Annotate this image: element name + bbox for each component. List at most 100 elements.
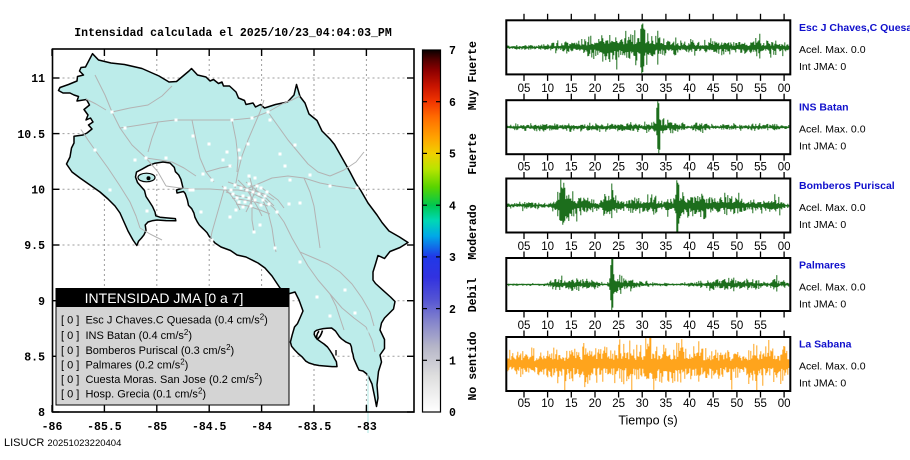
- svg-text:55: 55: [754, 162, 767, 174]
- svg-text:-84: -84: [251, 421, 272, 434]
- svg-text:4: 4: [449, 200, 456, 213]
- svg-text:30: 30: [636, 162, 649, 174]
- svg-text:9: 9: [38, 296, 45, 309]
- svg-text:Debil: Debil: [467, 278, 480, 313]
- svg-text:00: 00: [778, 241, 791, 253]
- svg-text:Acel. Max. 0.0: Acel. Max. 0.0: [799, 124, 866, 136]
- svg-text:25: 25: [612, 320, 625, 332]
- svg-text:Esc J Chaves,C Quesada: Esc J Chaves,C Quesada: [799, 22, 910, 34]
- svg-text:Acel. Max. 0.0: Acel. Max. 0.0: [799, 282, 866, 294]
- svg-text:Palmares: Palmares: [799, 260, 846, 272]
- svg-text:50: 50: [731, 241, 744, 253]
- svg-text:-83.5: -83.5: [297, 421, 332, 434]
- svg-text:Intensidad calculada el 2025/1: Intensidad calculada el 2025/10/23_04:04…: [74, 27, 392, 40]
- svg-text:La Sabana: La Sabana: [799, 339, 852, 351]
- svg-text:0: 0: [449, 407, 456, 420]
- svg-text:30: 30: [636, 320, 649, 332]
- svg-text:2: 2: [449, 304, 456, 317]
- svg-text:1: 1: [449, 356, 456, 369]
- svg-text:[ 0 ] Hosp. Grecia (0.1 cm/s2: [ 0 ] Hosp. Grecia (0.1 cm/s2): [61, 386, 206, 400]
- svg-text:30: 30: [636, 398, 649, 410]
- svg-text:[ 0 ] Palmares (0.2 cm/s2): [ 0 ] Palmares (0.2 cm/s2): [61, 358, 188, 372]
- svg-text:6: 6: [449, 97, 456, 110]
- svg-text:35: 35: [660, 398, 673, 410]
- svg-text:Acel. Max. 0.0: Acel. Max. 0.0: [799, 361, 866, 373]
- svg-text:8.5: 8.5: [24, 352, 45, 365]
- svg-text:INTENSIDAD JMA [0 a 7]: INTENSIDAD JMA [0 a 7]: [85, 290, 244, 306]
- svg-text:-83: -83: [356, 421, 377, 434]
- svg-text:11: 11: [31, 73, 45, 86]
- svg-text:Tiempo (s): Tiempo (s): [618, 414, 677, 428]
- svg-text:20: 20: [589, 320, 602, 332]
- svg-text:10: 10: [541, 162, 554, 174]
- svg-text:05: 05: [518, 320, 531, 332]
- svg-text:35: 35: [660, 241, 673, 253]
- svg-text:50: 50: [731, 83, 744, 95]
- svg-text:45: 45: [707, 320, 720, 332]
- svg-text:40: 40: [683, 398, 696, 410]
- svg-text:10: 10: [541, 320, 554, 332]
- svg-text:LISUCR 20251023220404: LISUCR 20251023220404: [4, 437, 121, 449]
- svg-text:00: 00: [778, 83, 791, 95]
- svg-text:Acel. Max. 0.0: Acel. Max. 0.0: [799, 44, 866, 56]
- svg-text:05: 05: [518, 241, 531, 253]
- svg-text:15: 15: [565, 162, 578, 174]
- svg-text:Fuerte: Fuerte: [467, 133, 480, 175]
- svg-text:Int JMA: 0: Int JMA: 0: [799, 378, 846, 390]
- svg-text:45: 45: [707, 162, 720, 174]
- svg-text:30: 30: [636, 241, 649, 253]
- svg-text:-86: -86: [42, 421, 63, 434]
- svg-text:25: 25: [612, 83, 625, 95]
- svg-text:5: 5: [449, 149, 456, 162]
- svg-text:10.5: 10.5: [17, 129, 45, 142]
- svg-text:25: 25: [612, 162, 625, 174]
- svg-text:25: 25: [612, 241, 625, 253]
- svg-text:Acel. Max. 0.0: Acel. Max. 0.0: [799, 202, 866, 214]
- svg-text:45: 45: [707, 398, 720, 410]
- svg-text:05: 05: [518, 398, 531, 410]
- svg-text:55: 55: [754, 320, 767, 332]
- svg-text:40: 40: [683, 320, 696, 332]
- svg-text:10: 10: [541, 83, 554, 95]
- svg-text:7: 7: [449, 45, 456, 58]
- svg-text:Moderado: Moderado: [467, 204, 480, 259]
- svg-text:55: 55: [754, 241, 767, 253]
- svg-text:00: 00: [778, 398, 791, 410]
- svg-text:3: 3: [449, 252, 456, 265]
- svg-text:05: 05: [518, 162, 531, 174]
- svg-text:15: 15: [565, 241, 578, 253]
- svg-text:10: 10: [31, 185, 45, 198]
- svg-text:40: 40: [683, 83, 696, 95]
- svg-text:9.5: 9.5: [24, 240, 45, 253]
- svg-text:Int JMA: 0: Int JMA: 0: [799, 141, 846, 153]
- svg-text:Int JMA: 0: Int JMA: 0: [799, 299, 846, 311]
- svg-text:40: 40: [683, 241, 696, 253]
- svg-text:35: 35: [660, 83, 673, 95]
- svg-text:25: 25: [612, 398, 625, 410]
- svg-text:[ 0 ] Esc J Chaves.C Quesada: [ 0 ] Esc J Chaves.C Quesada (0.4 cm/s2): [61, 313, 268, 327]
- svg-text:50: 50: [731, 398, 744, 410]
- svg-text:-84.5: -84.5: [192, 421, 227, 434]
- svg-text:45: 45: [707, 83, 720, 95]
- svg-text:05: 05: [518, 83, 531, 95]
- svg-text:INS Batan: INS Batan: [799, 102, 849, 114]
- svg-text:20: 20: [589, 398, 602, 410]
- svg-text:55: 55: [754, 83, 767, 95]
- svg-text:15: 15: [565, 320, 578, 332]
- svg-text:50: 50: [731, 320, 744, 332]
- svg-text:8: 8: [38, 407, 45, 420]
- svg-text:15: 15: [565, 83, 578, 95]
- svg-text:45: 45: [707, 241, 720, 253]
- svg-text:10: 10: [541, 241, 554, 253]
- svg-text:50: 50: [731, 162, 744, 174]
- svg-text:-85: -85: [146, 421, 167, 434]
- svg-text:Bomberos Puriscal: Bomberos Puriscal: [799, 180, 895, 192]
- svg-text:[ 0 ] Cuesta Moras. San Jose: [ 0 ] Cuesta Moras. San Jose (0.2 cm/s2): [61, 372, 262, 386]
- svg-text:No sentido: No sentido: [467, 331, 480, 400]
- svg-text:Int JMA: 0: Int JMA: 0: [799, 219, 846, 231]
- svg-text:-85.5: -85.5: [87, 421, 122, 434]
- svg-text:00: 00: [778, 162, 791, 174]
- svg-text:[ 0 ] Bomberos Puriscal (0.3: [ 0 ] Bomberos Puriscal (0.3 cm/s2): [61, 343, 234, 357]
- svg-text:35: 35: [660, 320, 673, 332]
- svg-text:20: 20: [589, 162, 602, 174]
